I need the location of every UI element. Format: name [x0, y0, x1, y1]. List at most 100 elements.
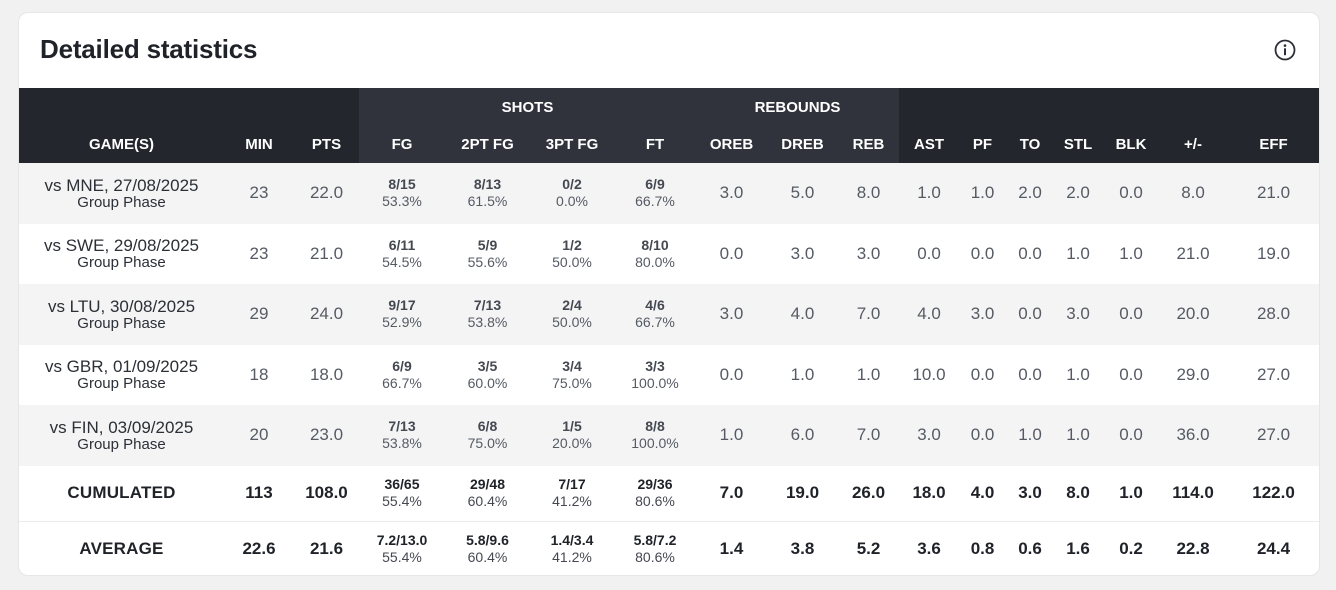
pts-cell: 108.0: [305, 483, 348, 503]
fg2-percentage: 75.0%: [467, 435, 508, 452]
fg2-made-attempted: 8/13: [473, 176, 502, 193]
fg3-percentage: 41.2%: [552, 549, 592, 566]
fg2-made-attempted: 7/13: [473, 297, 502, 314]
to-cell: 0.0: [1006, 284, 1055, 345]
stats-table: SHOTS REBOUNDS GAME(S) MIN PTS FG 2PT FG…: [19, 88, 1319, 575]
fg2-cell: 3/5 60.0%: [445, 345, 530, 406]
col-header-dreb: DREB: [767, 125, 838, 163]
ft-percentage: 100.0%: [631, 374, 679, 391]
eff-cell: 27.0: [1256, 364, 1291, 384]
fg2-percentage: 60.4%: [467, 493, 508, 510]
fg3-made-attempted: 1/2: [562, 236, 582, 253]
fg2-made-attempted: 5/9: [477, 236, 498, 253]
fg3-cell: 1.4/3.4 41.2%: [530, 521, 614, 575]
pts-cell: 21.0: [309, 243, 344, 263]
blk-cell: 0.0: [1119, 364, 1143, 384]
fg-cell: 9/17 52.9%: [359, 284, 445, 345]
ft-made-attempted: 6/9: [645, 176, 665, 193]
info-icon[interactable]: [1274, 39, 1296, 61]
fg-percentage: 53.8%: [382, 435, 422, 452]
ft-cell: 8/10 80.0%: [614, 224, 696, 285]
fg3-made-attempted: 2/4: [562, 297, 582, 314]
fg2-made-attempted: 3/5: [477, 357, 498, 374]
ft-percentage: 100.0%: [631, 435, 679, 452]
dreb-cell: 4.0: [767, 284, 838, 345]
col-header-stl: STL: [1054, 125, 1103, 163]
eff-cell: 24.4: [1226, 521, 1319, 575]
ft-made-attempted: 8/8: [645, 418, 665, 435]
fg-cell: 7.2/13.0 55.4%: [359, 521, 445, 575]
ft-cell: 6/9 66.7%: [614, 163, 696, 224]
pf-cell: 0.0: [970, 364, 995, 384]
min-cell: 23: [249, 243, 269, 263]
fg-made-attempted: 7/13: [388, 418, 416, 435]
ft-cell: 5.8/7.2 80.6%: [614, 521, 696, 575]
col-header-to: TO: [1006, 125, 1055, 163]
fg2-percentage: 55.6%: [467, 253, 508, 270]
eff-cell: 28.0: [1226, 284, 1319, 345]
pf-cell: 4.0: [970, 483, 995, 503]
fg-cell: 7/13 53.8%: [359, 405, 445, 466]
pm-cell: 36.0: [1160, 405, 1227, 466]
min-cell: 23: [224, 163, 294, 224]
ft-made-attempted: 29/36: [637, 476, 673, 493]
summary-label: AVERAGE: [19, 521, 224, 575]
game-row: vs LTU, 30/08/2025 Group Phase 29 24.0 9/17 5…: [19, 284, 1319, 345]
pf-cell: 0.0: [970, 243, 995, 263]
col-header-ast: AST: [899, 125, 960, 163]
dreb-cell: 19.0: [785, 483, 820, 503]
reb-cell: 7.0: [838, 284, 900, 345]
fg2-percentage: 60.0%: [467, 374, 508, 391]
card-title: Detailed statistics: [40, 34, 258, 64]
fg2-made-attempted: 5.8/9.6: [466, 532, 509, 549]
fg3-percentage: 50.0%: [552, 314, 592, 331]
oreb-cell: 3.0: [696, 284, 767, 345]
pts-cell: 22.0: [294, 163, 359, 224]
min-cell: 29: [224, 284, 294, 345]
fg3-made-attempted: 1/5: [562, 418, 582, 435]
cumulated-row: CUMULATED 113 108.0 36/65 55.4% 29/48 60.4% 7/1…: [19, 466, 1319, 522]
game-cell: vs LTU, 30/08/2025 Group Phase: [19, 284, 224, 345]
blk-cell: 1.0: [1119, 483, 1143, 503]
fg3-percentage: 75.0%: [552, 374, 592, 391]
group-header-empty-right: [899, 88, 1319, 125]
fg-percentage: 52.9%: [382, 314, 422, 331]
game-row: vs GBR, 01/09/2025 Group Phase 18 18.0 6/9 66…: [19, 345, 1319, 406]
ft-made-attempted: 3/3: [645, 357, 665, 374]
to-cell: 0.0: [1018, 364, 1042, 384]
eff-cell: 122.0: [1252, 483, 1295, 503]
game-cell: vs FIN, 03/09/2025 Group Phase: [19, 405, 224, 466]
col-header-reb: REB: [838, 125, 900, 163]
dreb-cell: 5.0: [767, 163, 838, 224]
blk-cell: 0.0: [1102, 163, 1161, 224]
pf-cell: 0.0: [959, 405, 1007, 466]
pf-cell: 1.0: [959, 163, 1007, 224]
game-phase: Group Phase: [77, 314, 166, 332]
game-cell: vs SWE, 29/08/2025 Group Phase: [19, 224, 224, 285]
reb-cell: 7.0: [838, 405, 900, 466]
fg-cell: 6/9 66.7%: [359, 345, 445, 406]
game-phase: Group Phase: [77, 254, 166, 272]
oreb-cell: 1.0: [696, 405, 767, 466]
to-cell: 0.0: [1018, 243, 1042, 263]
game-row: vs FIN, 03/09/2025 Group Phase 20 23.0 7/13 5…: [19, 405, 1319, 466]
fg2-made-attempted: 6/8: [477, 418, 498, 435]
eff-cell: 21.0: [1226, 163, 1319, 224]
eff-cell: 19.0: [1256, 243, 1291, 263]
ast-cell: 3.6: [899, 521, 960, 575]
fg-made-attempted: 6/9: [392, 357, 412, 374]
ast-cell: 18.0: [912, 483, 946, 503]
pf-cell: 0.8: [959, 521, 1007, 575]
game-phase: Group Phase: [77, 375, 166, 393]
ft-percentage: 80.6%: [635, 493, 675, 510]
fg-made-attempted: 7.2/13.0: [376, 532, 428, 549]
fg-percentage: 66.7%: [382, 374, 422, 391]
game-name: vs FIN, 03/09/2025: [49, 417, 194, 437]
col-header-game: GAME(S): [19, 125, 224, 163]
oreb-cell: 1.4: [696, 521, 767, 575]
dreb-cell: 3.8: [767, 521, 838, 575]
fg-cell: 6/11 54.5%: [359, 224, 445, 285]
group-header-rebounds: REBOUNDS: [696, 88, 900, 125]
oreb-cell: 3.0: [696, 163, 767, 224]
fg2-percentage: 61.5%: [467, 193, 508, 210]
